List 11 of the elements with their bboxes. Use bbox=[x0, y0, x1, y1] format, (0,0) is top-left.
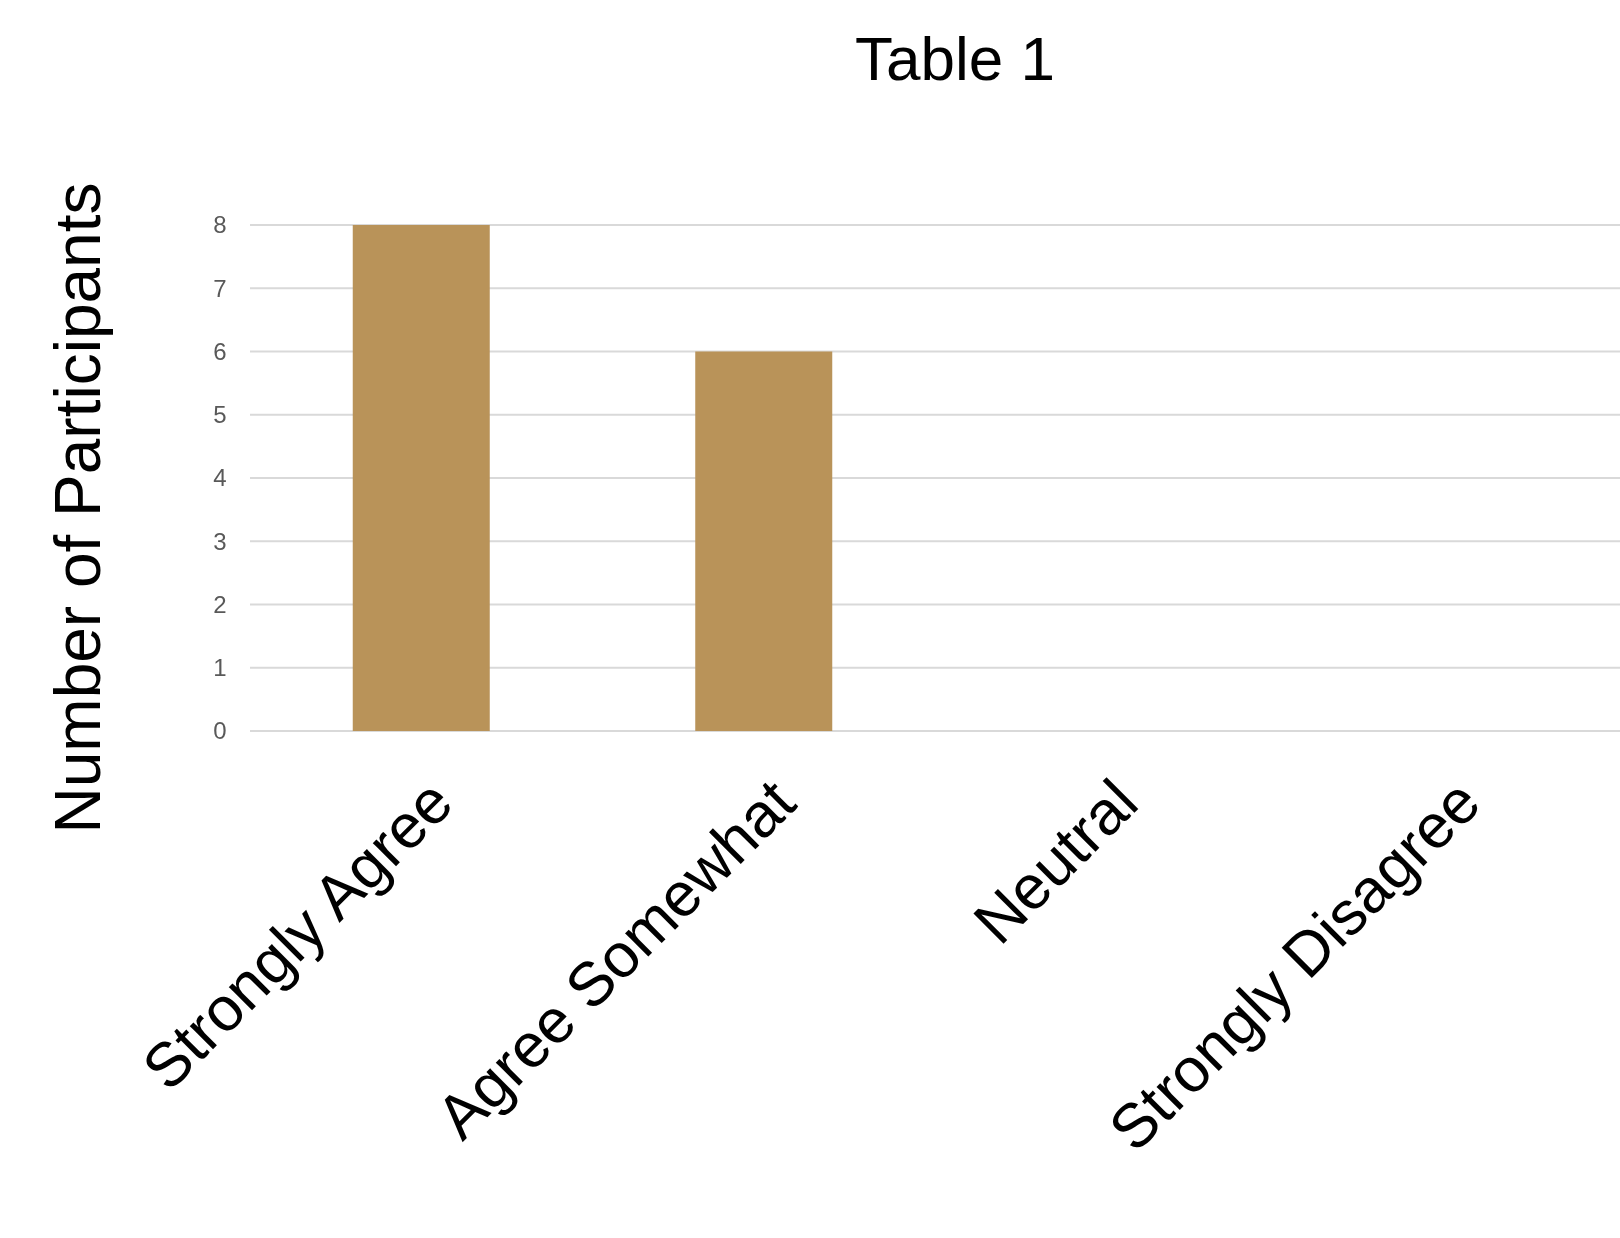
y-tick-label: 6 bbox=[213, 337, 227, 365]
y-tick-label: 4 bbox=[213, 464, 227, 492]
y-axis-title: Number of Participants bbox=[42, 182, 114, 834]
y-tick-label: 0 bbox=[213, 717, 227, 745]
chart-title: Table 1 bbox=[855, 24, 1055, 93]
y-tick-label: 2 bbox=[213, 590, 227, 618]
y-tick-label: 5 bbox=[213, 401, 227, 429]
y-tick-label: 3 bbox=[213, 527, 227, 555]
y-tick-label: 7 bbox=[213, 274, 227, 302]
y-tick-label: 1 bbox=[213, 654, 227, 682]
y-tick-label: 8 bbox=[213, 211, 227, 239]
